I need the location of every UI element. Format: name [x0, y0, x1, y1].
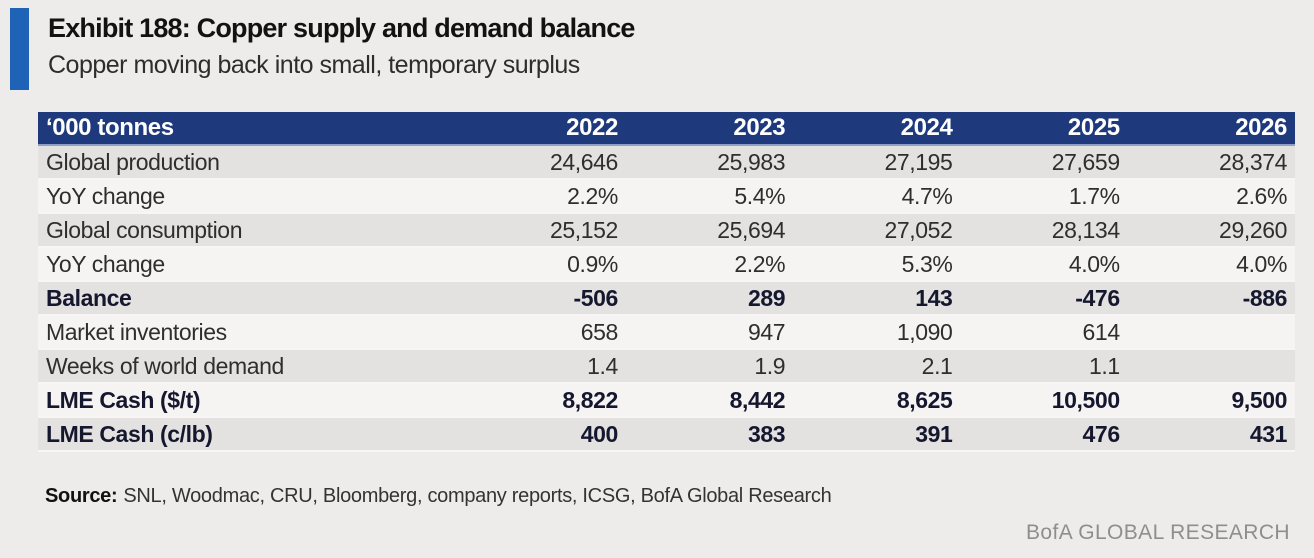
- value-cell: 400: [458, 417, 626, 452]
- bofa-global-research-brand: BofA GLOBAL RESEARCH: [1026, 521, 1290, 544]
- value-cell: 4.0%: [960, 247, 1128, 282]
- value-cell: 0.9%: [458, 247, 626, 282]
- row-label: Global production: [38, 145, 459, 180]
- value-cell: 10,500: [960, 383, 1128, 418]
- row-label: Weeks of world demand: [38, 349, 459, 384]
- value-cell: 391: [793, 417, 961, 452]
- row-label: LME Cash (c/lb): [38, 417, 459, 452]
- exhibit-subtitle: Copper moving back into small, temporary…: [48, 50, 580, 79]
- header-cell-unit: ‘000 tonnes: [38, 112, 459, 146]
- value-cell: 8,822: [458, 383, 626, 418]
- header-cell-year: 2024: [793, 112, 961, 146]
- exhibit-title-block: Exhibit 188: Copper supply and demand ba…: [48, 12, 635, 81]
- value-cell: 1.9: [625, 349, 794, 384]
- value-cell: 947: [625, 315, 794, 350]
- row-label: Balance: [38, 281, 459, 316]
- value-cell: 2.2%: [458, 179, 626, 214]
- value-cell: 4.7%: [793, 179, 961, 214]
- value-cell: 27,659: [960, 145, 1128, 180]
- value-cell: 1.1: [960, 349, 1128, 384]
- table-row: LME Cash (c/lb) 400 383 391 476 431: [38, 417, 1295, 452]
- value-cell: 25,152: [458, 213, 626, 248]
- value-cell: 476: [960, 417, 1128, 452]
- value-cell: [1127, 349, 1295, 384]
- value-cell: 2.2%: [625, 247, 794, 282]
- value-cell: -476: [960, 281, 1128, 316]
- value-cell: 5.3%: [793, 247, 961, 282]
- value-cell: 5.4%: [625, 179, 794, 214]
- row-label: YoY change: [38, 247, 459, 282]
- row-label: YoY change: [38, 179, 459, 214]
- header-cell-year: 2023: [625, 112, 794, 146]
- value-cell: 8,442: [625, 383, 794, 418]
- value-cell: 143: [793, 281, 961, 316]
- value-cell: 28,134: [960, 213, 1128, 248]
- value-cell: 2.6%: [1127, 179, 1295, 214]
- value-cell: 9,500: [1127, 383, 1295, 418]
- value-cell: 29,260: [1127, 213, 1295, 248]
- value-cell: 27,195: [793, 145, 961, 180]
- table-row: Global production 24,646 25,983 27,195 27,65…: [38, 145, 1295, 180]
- row-label: Market inventories: [38, 315, 459, 350]
- source-line: Source: SNL, Woodmac, CRU, Bloomberg, com…: [45, 485, 832, 508]
- value-cell: 431: [1127, 417, 1295, 452]
- exhibit-title: Exhibit 188: Copper supply and demand ba…: [48, 13, 635, 43]
- value-cell: 1.4: [458, 349, 626, 384]
- table-body: Global production 24,646 25,983 27,195 27,65…: [38, 145, 1295, 452]
- value-cell: 289: [625, 281, 794, 316]
- value-cell: 658: [458, 315, 626, 350]
- table-row: YoY change 0.9% 2.2% 5.3% 4.0% 4.0%: [38, 247, 1295, 282]
- header-cell-year: 2026: [1127, 112, 1295, 146]
- row-label: Global consumption: [38, 213, 459, 248]
- table-row: Market inventories 658 947 1,090 614: [38, 315, 1295, 350]
- header-cell-year: 2025: [960, 112, 1128, 146]
- table-row: Weeks of world demand 1.4 1.9 2.1 1.1: [38, 349, 1295, 384]
- source-label: Source:: [45, 485, 118, 507]
- header-cell-year: 2022: [458, 112, 626, 146]
- value-cell: -506: [458, 281, 626, 316]
- value-cell: 4.0%: [1127, 247, 1295, 282]
- value-cell: -886: [1127, 281, 1295, 316]
- value-cell: 25,983: [625, 145, 794, 180]
- value-cell: 8,625: [793, 383, 961, 418]
- value-cell: 614: [960, 315, 1128, 350]
- exhibit-accent-bar: [10, 8, 29, 90]
- row-label: LME Cash ($/t): [38, 383, 459, 418]
- copper-supply-demand-table: ‘000 tonnes 2022 2023 2024 2025 2026 Global p…: [38, 112, 1295, 452]
- value-cell: 27,052: [793, 213, 961, 248]
- table-row: Global consumption 25,152 25,694 27,052 28,1…: [38, 213, 1295, 248]
- value-cell: 25,694: [625, 213, 794, 248]
- value-cell: 1.7%: [960, 179, 1128, 214]
- table-header-row: ‘000 tonnes 2022 2023 2024 2025 2026: [38, 112, 1295, 146]
- table-row: YoY change 2.2% 5.4% 4.7% 1.7% 2.6%: [38, 179, 1295, 214]
- value-cell: [1127, 315, 1295, 350]
- source-text: SNL, Woodmac, CRU, Bloomberg, company re…: [123, 485, 832, 507]
- table-row: Balance -506 289 143 -476 -886: [38, 281, 1295, 316]
- table-row: LME Cash ($/t) 8,822 8,442 8,625 10,500 9,500: [38, 383, 1295, 418]
- value-cell: 1,090: [793, 315, 961, 350]
- value-cell: 2.1: [793, 349, 961, 384]
- value-cell: 24,646: [458, 145, 626, 180]
- value-cell: 28,374: [1127, 145, 1295, 180]
- value-cell: 383: [625, 417, 794, 452]
